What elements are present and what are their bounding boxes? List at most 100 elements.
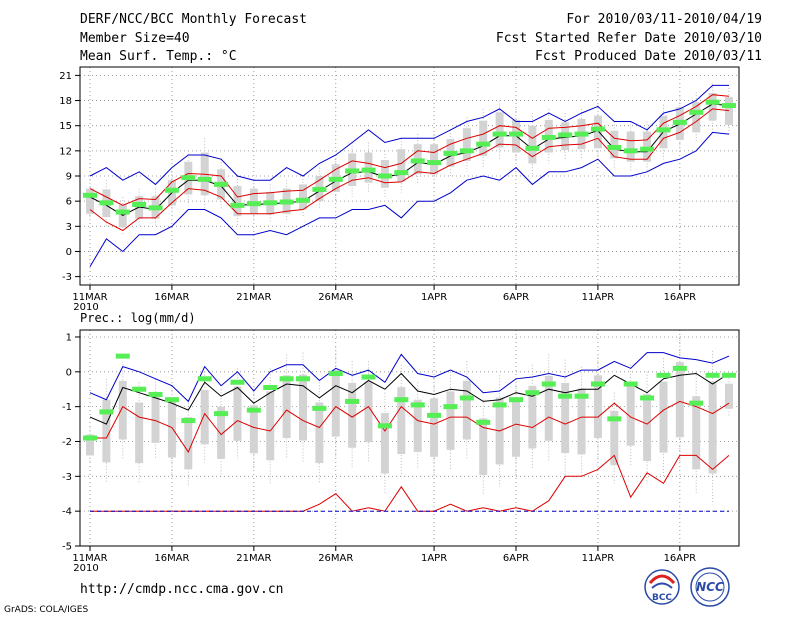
temp-box: [495, 112, 504, 148]
prec-box: [643, 394, 652, 461]
temp-max-line: [89, 84, 729, 186]
prec-box: [331, 369, 340, 437]
prec-box: [544, 375, 553, 441]
temp-mean-marker: [181, 175, 196, 181]
prec-mean-marker: [492, 402, 507, 408]
temp-box: [528, 125, 537, 164]
temp-mean-marker: [509, 131, 523, 137]
prec-mean-marker: [246, 407, 261, 413]
temp-mean-marker: [148, 205, 163, 211]
temp-box: [610, 130, 619, 159]
temp-box: [708, 92, 717, 121]
prec-mean-marker: [656, 372, 671, 378]
prec-ytick-label: -1: [62, 402, 72, 413]
prec-mean-marker: [115, 353, 130, 359]
prec-box: [102, 399, 111, 463]
prec-ytick-label: -4: [62, 507, 72, 518]
member-size: Member Size=40: [80, 31, 190, 46]
prec-lower-line: [90, 400, 730, 453]
prec-mean-marker: [590, 381, 605, 387]
prec-mean-marker: [607, 416, 622, 422]
temp-mean-marker: [574, 131, 589, 137]
prec-mean-marker: [574, 393, 589, 399]
prec-xtick-label: 21MAR: [236, 553, 271, 564]
prec-box: [249, 405, 258, 454]
prec-ytick-label: -3: [62, 472, 72, 483]
variable-label: Mean Surf. Temp.: °C: [80, 49, 237, 64]
ncc-logo: NCC: [690, 567, 730, 607]
prec-box: [413, 399, 422, 452]
temp-mean-marker: [230, 202, 245, 208]
prec-mean-marker: [640, 395, 655, 401]
temp-box: [725, 97, 733, 125]
prec-box: [692, 396, 701, 470]
temp-xtick-label: 21MAR: [236, 292, 271, 303]
temp-box: [299, 184, 307, 210]
prec-mean-marker: [148, 391, 163, 397]
temp-mean-marker: [312, 186, 327, 192]
temp-mean-marker: [164, 187, 179, 193]
prec-box: [167, 401, 176, 458]
prec-max-line: [89, 352, 730, 403]
prec-mean-marker: [132, 386, 147, 392]
prec-mean-marker: [705, 372, 720, 378]
prec-mean-marker: [361, 374, 376, 380]
prec-box: [315, 402, 324, 464]
temp-mean-marker: [722, 103, 736, 109]
temp-mean-marker: [246, 201, 261, 207]
temp-ytick-label: -3: [62, 272, 72, 283]
prec-ytick-label: -2: [62, 437, 72, 448]
temp-mean-marker: [623, 148, 638, 154]
temp-xtick-label: 26MAR: [318, 292, 353, 303]
ncc-logo-text: NCC: [696, 580, 724, 594]
prec-mean-marker: [296, 376, 310, 382]
temp-mean-marker: [459, 148, 474, 154]
prec-mean-marker: [476, 419, 491, 425]
temp-ytick-label: 6: [66, 197, 72, 208]
prec-mean-marker: [558, 393, 573, 399]
temp-xtick-label: 2010: [73, 302, 98, 313]
prec-ytick-label: 0: [66, 367, 72, 378]
prec-mean-marker: [197, 376, 212, 382]
prec-box: [593, 375, 602, 438]
temp-mean-marker: [656, 127, 671, 133]
prec-box: [708, 381, 717, 474]
temp-box: [364, 152, 373, 183]
website-url[interactable]: http://cmdp.ncc.cma.gov.cn: [80, 582, 284, 597]
prec-box: [462, 380, 471, 440]
prec-mean-marker: [99, 409, 114, 415]
prec-mean-marker: [722, 372, 736, 378]
prec-xtick-label: 1APR: [421, 553, 447, 564]
prec-box: [348, 382, 357, 448]
temp-ytick-label: 0: [66, 247, 72, 258]
temp-box: [249, 188, 258, 214]
temp-lower-line: [89, 108, 730, 232]
prec-xtick-label: 16MAR: [154, 553, 189, 564]
temp-mean-marker: [296, 197, 310, 203]
temp-mean-marker: [394, 170, 409, 176]
temp-upper-line: [89, 94, 730, 206]
prec-box: [626, 385, 635, 446]
temp-xtick-label: 11APR: [582, 292, 615, 303]
temp-box: [593, 115, 602, 149]
temp-box: [692, 102, 701, 133]
prec-mean-marker: [345, 398, 360, 404]
temp-mean-marker: [525, 145, 540, 151]
prec-mean-marker: [263, 384, 278, 390]
temp-median-line: [89, 103, 730, 216]
prec-xtick-label: 26MAR: [318, 553, 353, 564]
temp-box: [86, 188, 94, 214]
prec-frame: [79, 329, 740, 547]
prec-box: [86, 434, 94, 456]
prec-mean-marker: [230, 379, 245, 385]
temp-ytick-label: 21: [59, 71, 72, 82]
temp-mean-marker: [689, 109, 704, 115]
temp-mean-marker: [345, 168, 360, 174]
temp-box: [626, 131, 635, 162]
temp-xtick-label: 16APR: [664, 292, 697, 303]
prec-mean-marker: [459, 395, 474, 401]
prec-xtick-label: 11APR: [582, 553, 615, 564]
prec-mean-marker: [312, 405, 327, 411]
